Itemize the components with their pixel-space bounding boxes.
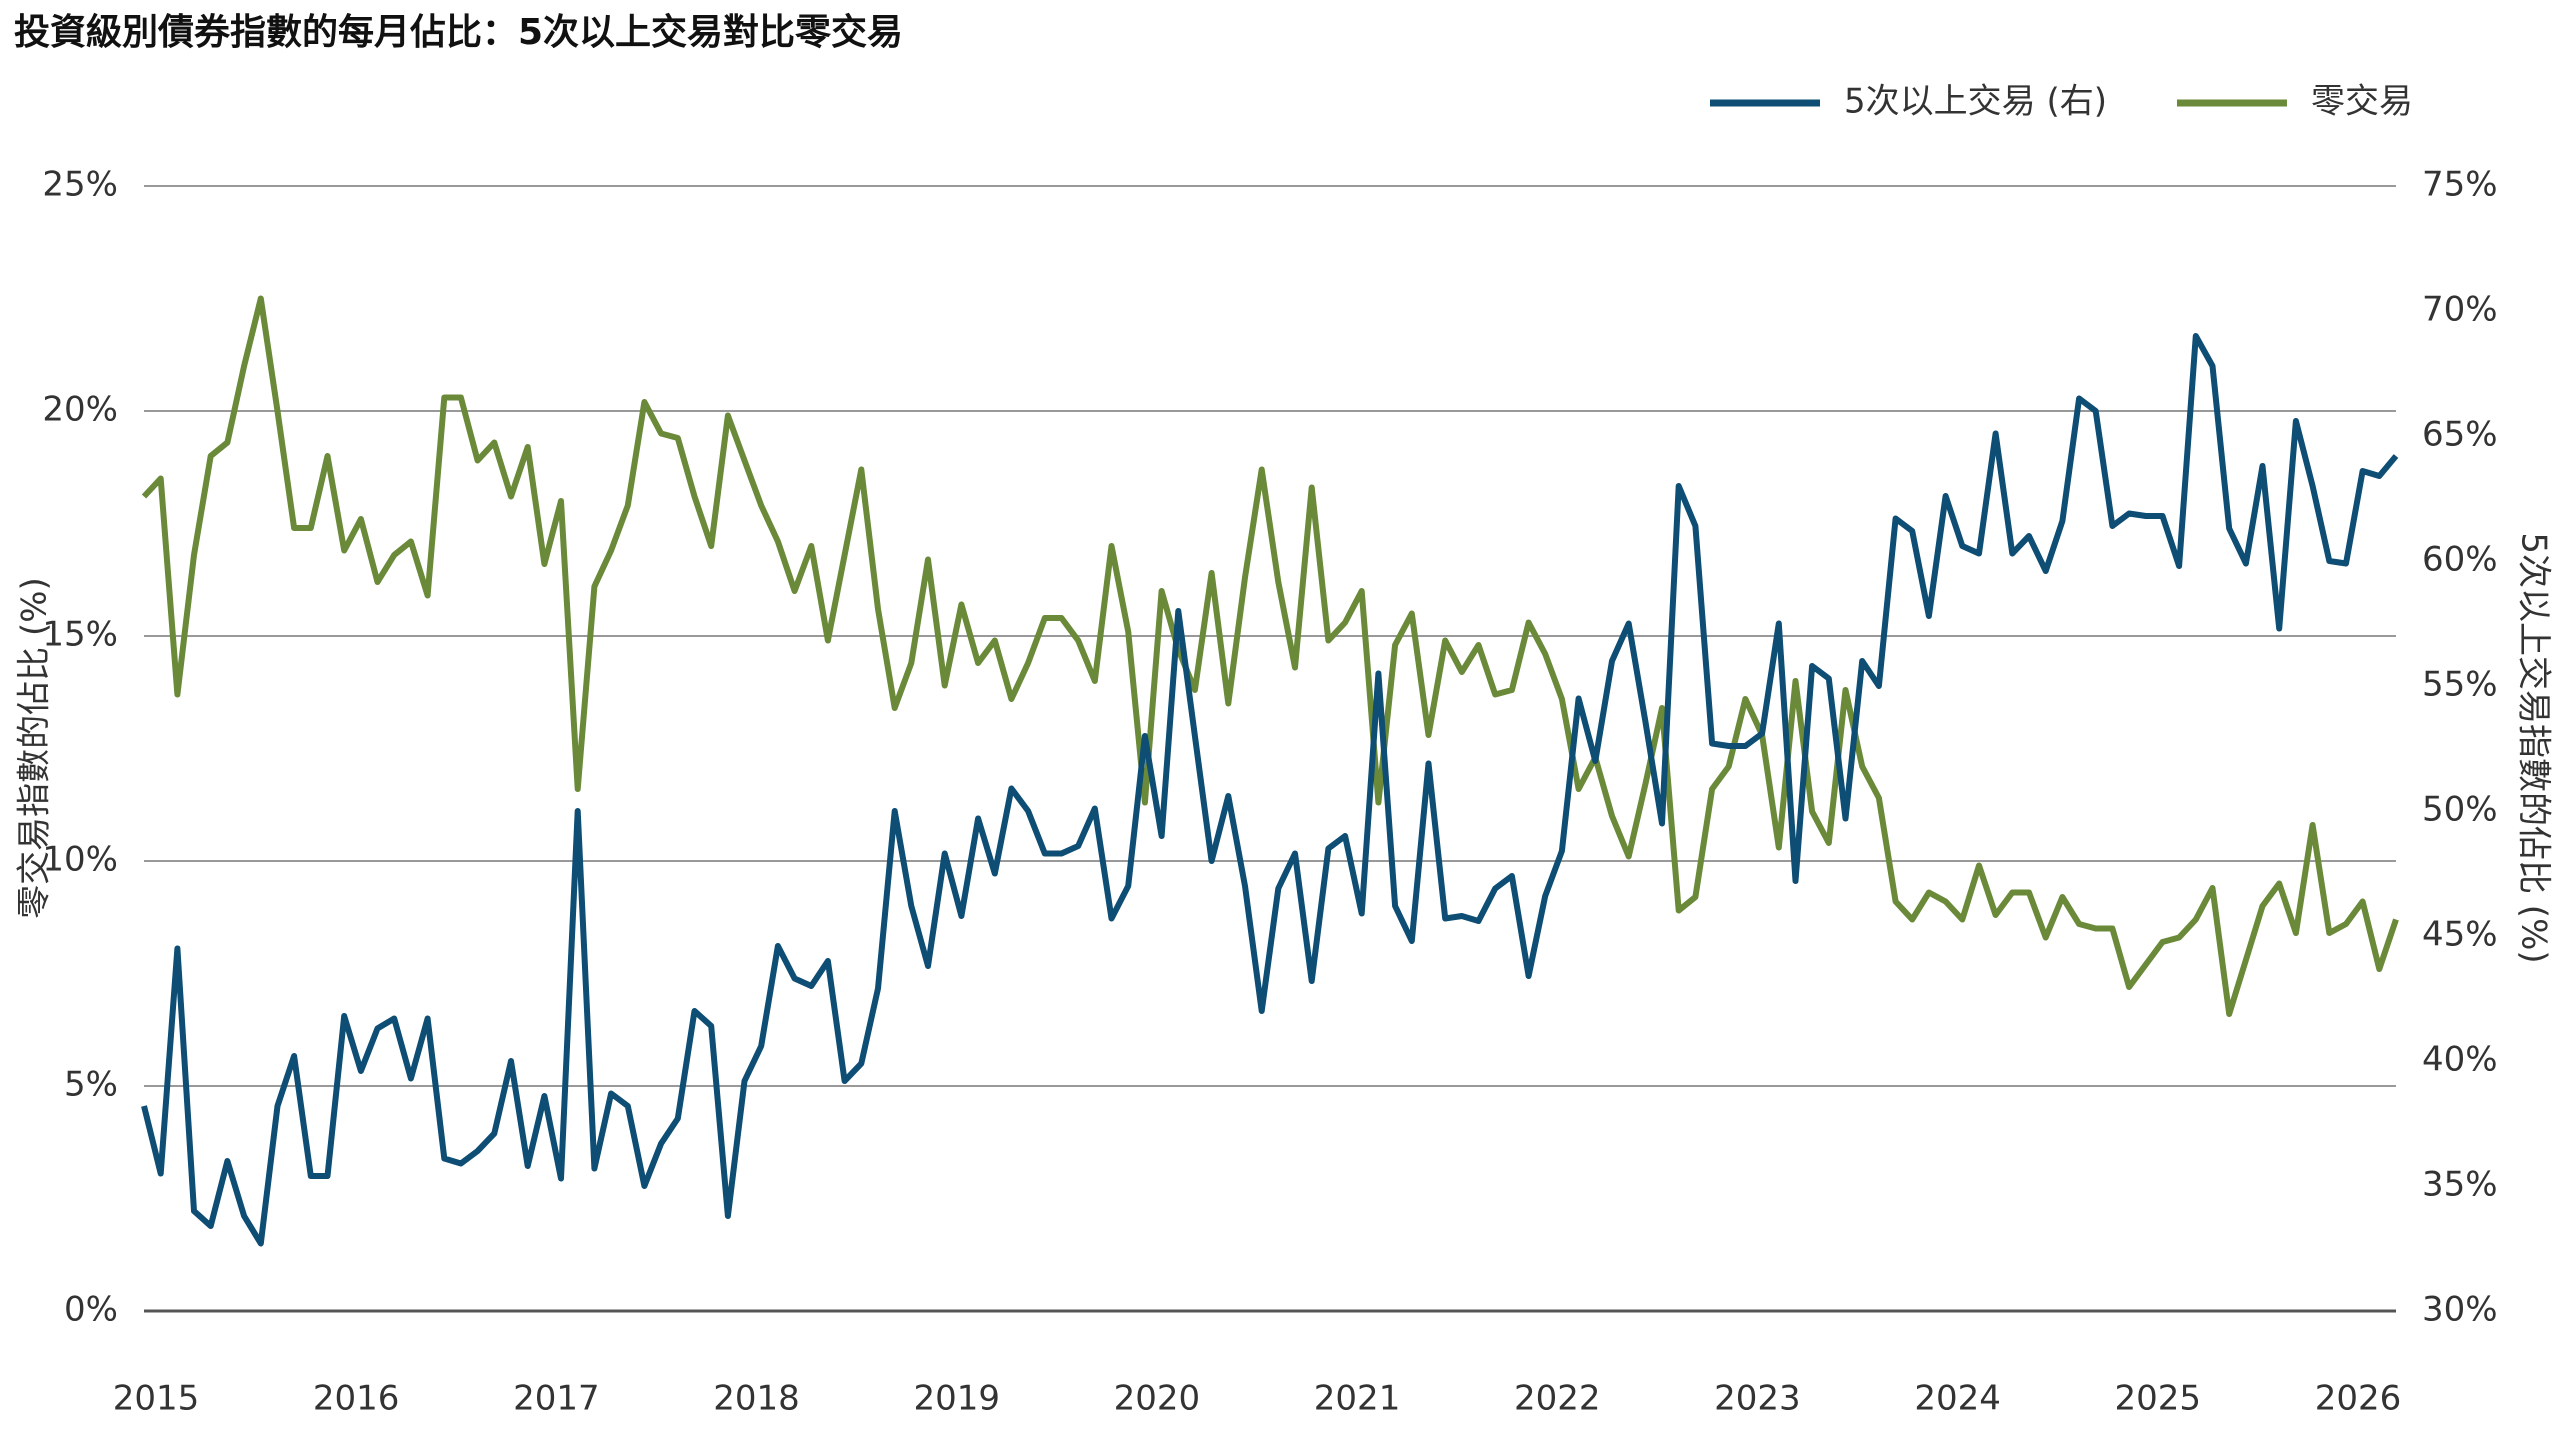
y2-tick-label: 70% <box>2422 290 2498 330</box>
y-tick-label: 10% <box>42 840 118 880</box>
series-line <box>141 295 2399 1017</box>
x-tick-label: 2024 <box>1914 1379 2001 1419</box>
x-tick-label: 2023 <box>1714 1379 1801 1419</box>
x-tick-label: 2017 <box>513 1379 600 1419</box>
y2-tick-label: 35% <box>2422 1165 2498 1205</box>
y-tick-label: 25% <box>42 165 118 205</box>
x-tick-label: 2020 <box>1114 1379 1201 1419</box>
x-tick-label: 2022 <box>1514 1379 1601 1419</box>
y2-tick-label: 45% <box>2422 915 2498 955</box>
x-tick-label: 2026 <box>2315 1379 2402 1419</box>
x-tick-label: 2021 <box>1314 1379 1401 1419</box>
y2-tick-label: 65% <box>2422 415 2498 455</box>
y2-tick-label: 60% <box>2422 540 2498 580</box>
y-tick-label: 20% <box>42 390 118 430</box>
y2-axis-label: 5次以上交易指數的佔比 (%) <box>2514 532 2554 963</box>
y-tick-label: 5% <box>64 1065 118 1105</box>
x-tick-label: 2016 <box>313 1379 400 1419</box>
y2-tick-label: 75% <box>2422 165 2498 205</box>
y2-tick-label: 30% <box>2422 1290 2498 1330</box>
x-tick-label: 2018 <box>713 1379 800 1419</box>
legend-label: 零交易 <box>2311 82 2413 122</box>
x-tick-label: 2025 <box>2115 1379 2202 1419</box>
y-tick-label: 15% <box>42 615 118 655</box>
series-line <box>141 333 2399 1247</box>
legend-label: 5次以上交易 (右) <box>1844 82 2107 122</box>
x-tick-label: 2015 <box>113 1379 200 1419</box>
y-tick-label: 0% <box>64 1290 118 1330</box>
y-axis-label: 零交易指數的佔比 (%) <box>15 577 55 919</box>
y2-tick-label: 50% <box>2422 790 2498 830</box>
y2-tick-label: 55% <box>2422 665 2498 705</box>
x-tick-label: 2019 <box>913 1379 1000 1419</box>
y2-tick-label: 40% <box>2422 1040 2498 1080</box>
chart-title: 投資級別債券指數的每月佔比：5次以上交易對比零交易 <box>14 11 903 53</box>
